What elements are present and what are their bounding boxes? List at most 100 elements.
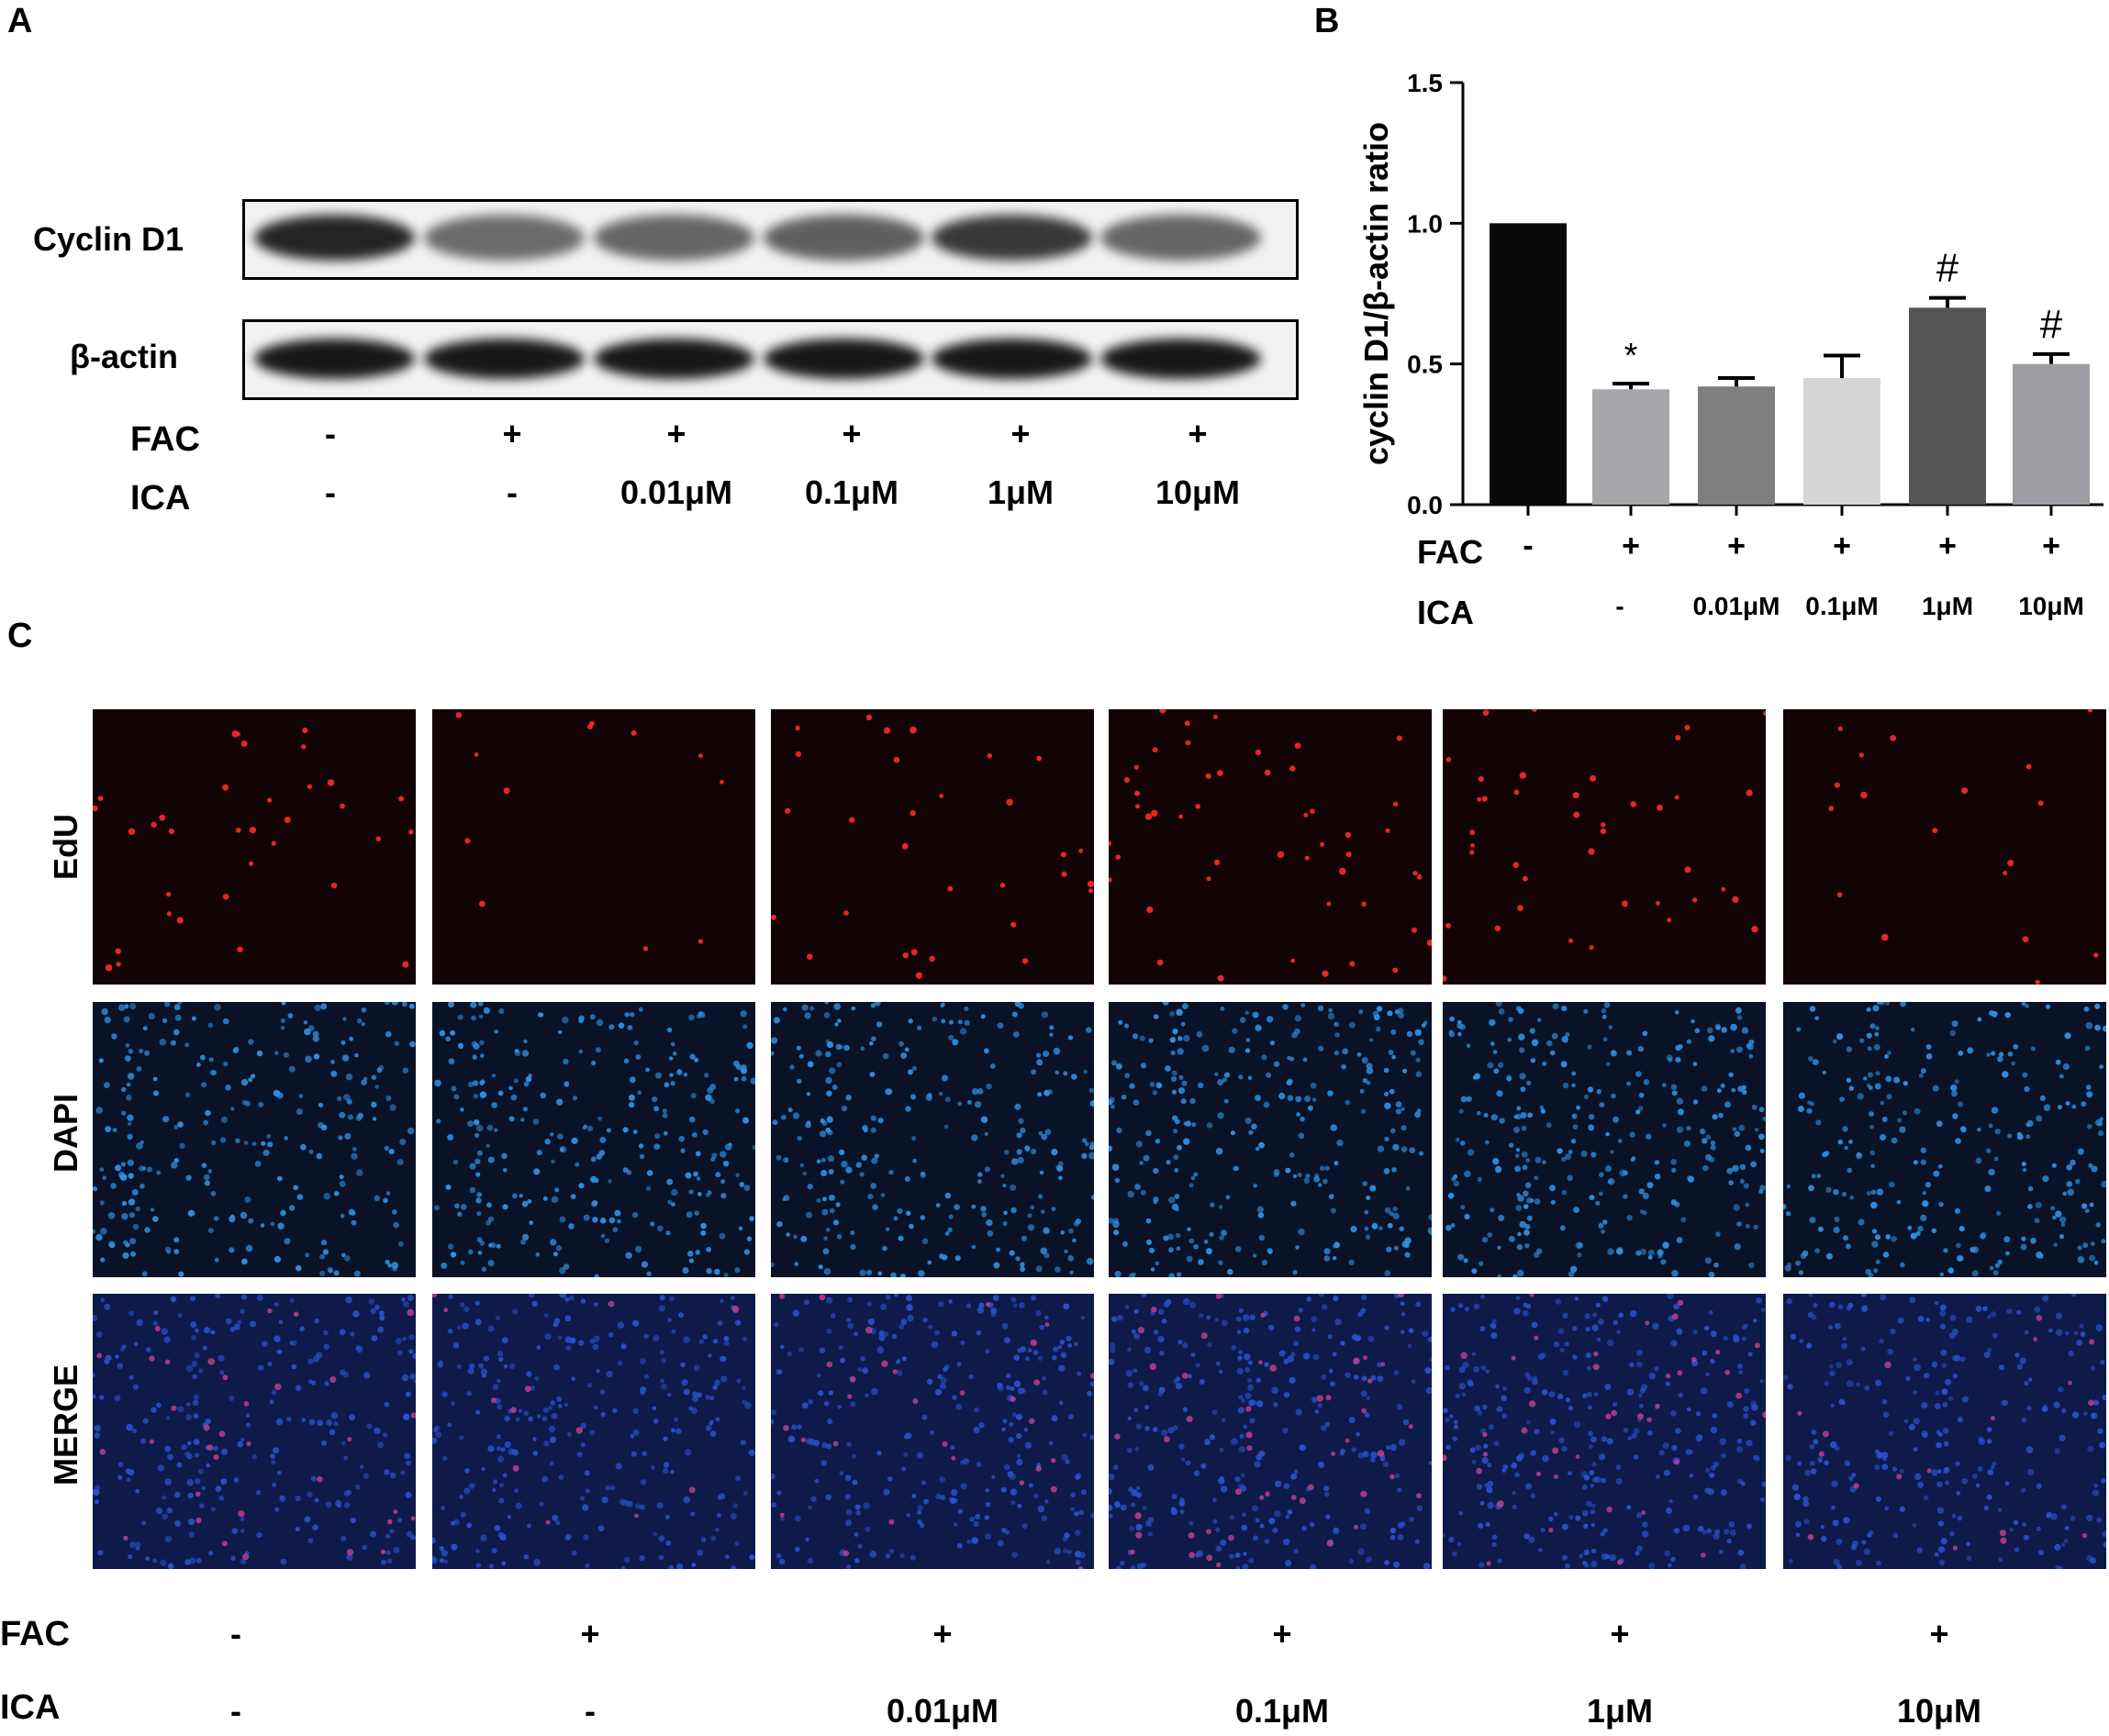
blot-band xyxy=(932,215,1092,261)
row-label-merge: MERGE xyxy=(47,1364,84,1486)
blot-band xyxy=(1100,339,1261,379)
micrograph-edu xyxy=(1783,709,2106,985)
y-tick-label: 0.5 xyxy=(1407,351,1443,379)
micrograph-dots xyxy=(1443,709,1766,982)
blot-fac-value: + xyxy=(842,415,862,452)
micrograph-dots xyxy=(93,1294,416,1569)
chart-axes: 0.0 0.5 1.0 1.5 xyxy=(1407,69,2103,519)
micrograph-dapi xyxy=(432,1002,755,1277)
blot-fac-label: FAC xyxy=(130,420,200,459)
blot-ica-value: 0.1μM xyxy=(804,473,899,511)
micrograph-dapi xyxy=(1783,1002,2106,1277)
blot-fac-value: + xyxy=(502,415,522,452)
micrograph-dots xyxy=(1109,1294,1432,1569)
blot-band xyxy=(254,215,415,261)
blot-ica-label: ICA xyxy=(130,479,191,517)
bottom-fac-value: + xyxy=(1929,1615,1949,1653)
micrograph-merge xyxy=(1443,1294,1766,1569)
bottom-fac-value: + xyxy=(1272,1615,1292,1653)
bottom-ica-value: 0.1μM xyxy=(1234,1692,1330,1730)
chart-ica-value: 10μM xyxy=(2018,592,2084,620)
micrograph-dots xyxy=(1109,1002,1432,1277)
bar xyxy=(1698,386,1775,505)
chart-bars: * # # xyxy=(1490,223,2090,506)
micrograph-dapi xyxy=(1109,1002,1432,1277)
blot-fac-value: + xyxy=(666,415,686,452)
chart-ica-value: 0.01μM xyxy=(1693,592,1780,620)
significance-mark: # xyxy=(2040,302,2063,347)
chart-fac-value: - xyxy=(1523,529,1533,563)
micrograph-merge xyxy=(93,1294,416,1569)
micrograph-dots xyxy=(432,1294,755,1569)
chart-fac-value: + xyxy=(2042,529,2060,563)
row-label-dapi: DAPI xyxy=(47,1094,84,1174)
chart-ica-value: - xyxy=(1615,592,1624,620)
micrograph-dots xyxy=(1109,709,1432,982)
micrograph-dots xyxy=(93,1002,416,1277)
micrograph-dots xyxy=(771,1294,1094,1569)
y-tick-label: 0.0 xyxy=(1407,491,1443,519)
bar xyxy=(2013,363,2090,505)
micrograph-merge xyxy=(771,1294,1094,1569)
bottom-ica-value: - xyxy=(230,1692,241,1730)
micrograph-dots xyxy=(433,1002,755,1277)
micrograph-dots xyxy=(771,1002,1094,1277)
bottom-fac-label: FAC xyxy=(0,1615,70,1653)
blot-band xyxy=(424,215,585,261)
bottom-ica-value: 1μM xyxy=(1586,1692,1654,1730)
blot-fac-value: - xyxy=(325,415,336,452)
bottom-ica-value: - xyxy=(585,1692,596,1730)
panel-c-letter: C xyxy=(7,617,33,655)
micrograph-dots xyxy=(1445,1002,1766,1277)
chart-ica-value: 0.1μM xyxy=(1805,592,1878,620)
row-label-edu: EdU xyxy=(47,814,84,880)
micrograph-dots xyxy=(771,714,1094,979)
blot-band xyxy=(254,339,415,379)
blot-ica-value: - xyxy=(325,473,336,511)
y-axis-label: cyclin D1/β-actin ratio xyxy=(1357,122,1395,465)
chart-fac-value: + xyxy=(1622,529,1640,563)
chart-ica-label: ICA xyxy=(1417,594,1474,631)
blot-strip-actin xyxy=(242,319,1299,400)
significance-mark: # xyxy=(1936,246,1959,291)
micrograph-dots xyxy=(1443,1294,1766,1569)
blot-strip-cyclin xyxy=(242,199,1299,280)
blot-ica-value: - xyxy=(507,473,518,511)
blot-ica-value: 0.01μM xyxy=(619,473,733,511)
chart-fac-label: FAC xyxy=(1417,533,1483,571)
micrograph-merge xyxy=(1109,1294,1432,1569)
blot-fac-value: + xyxy=(1188,415,1208,452)
blot-band xyxy=(594,339,754,379)
bottom-ica-label: ICA xyxy=(0,1688,61,1727)
micrograph-edu xyxy=(1109,709,1432,985)
y-tick-label: 1.0 xyxy=(1407,209,1443,238)
chart-fac-value: + xyxy=(1938,529,1957,563)
micrograph-dots xyxy=(1828,709,2099,985)
blot-ica-value: 1μM xyxy=(987,473,1054,511)
bottom-fac-value: + xyxy=(1610,1615,1630,1653)
chart-ica-value: - xyxy=(1459,592,1467,620)
blot-ica-value: 10μM xyxy=(1155,473,1241,511)
micrograph-merge xyxy=(432,1294,755,1569)
chart-fac-value: + xyxy=(1833,529,1851,563)
bottom-fac-value: + xyxy=(932,1615,953,1653)
blot-band xyxy=(764,215,924,261)
bar xyxy=(1803,378,1880,505)
bottom-ica-value: 0.01μM xyxy=(886,1692,999,1730)
micrograph-edu xyxy=(432,709,755,985)
bar xyxy=(1909,307,1986,505)
bar xyxy=(1592,389,1669,505)
y-tick-label: 1.5 xyxy=(1407,69,1443,97)
micrograph-edu xyxy=(771,709,1094,985)
micrograph-edu xyxy=(1443,709,1766,985)
bar xyxy=(1490,223,1567,506)
micrograph-dapi xyxy=(771,1002,1094,1277)
micrograph-dots xyxy=(455,712,724,951)
bottom-ica-value: 10μM xyxy=(1896,1692,1982,1730)
micrograph-dots xyxy=(93,727,414,972)
chart-ica-value: 1μM xyxy=(1922,592,1973,620)
blot-band xyxy=(1100,215,1261,261)
micrograph-dots xyxy=(1783,1294,2106,1569)
chart-fac-value: + xyxy=(1727,529,1746,563)
